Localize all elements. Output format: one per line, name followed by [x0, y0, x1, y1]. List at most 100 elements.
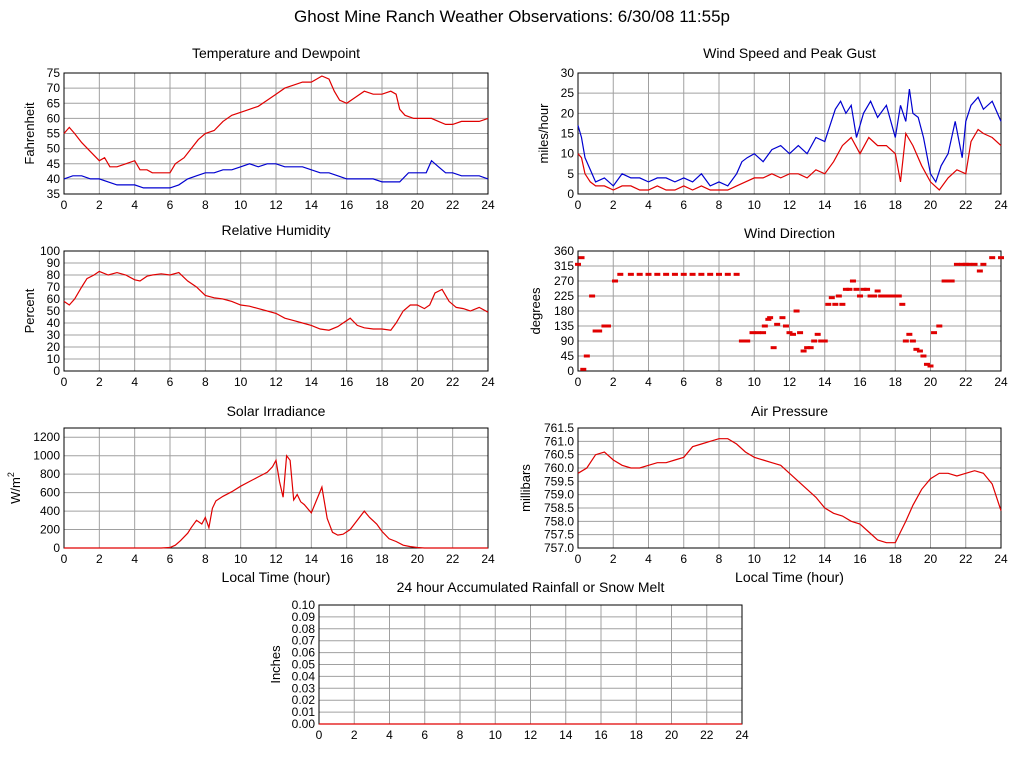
data-point [589, 294, 596, 298]
x-tick-label: 16 [340, 375, 354, 389]
chart-title: Air Pressure [751, 403, 828, 419]
x-tick-label: 10 [234, 375, 248, 389]
x-tick-label: 18 [375, 552, 389, 566]
x-tick-label: 18 [889, 552, 903, 566]
data-point [807, 346, 814, 350]
data-point [738, 339, 745, 343]
y-tick-label: 30 [561, 66, 575, 80]
y-tick-label: 360 [554, 244, 574, 258]
plot-frame [63, 250, 489, 372]
data-point [767, 316, 774, 320]
data-point [578, 256, 585, 260]
data-point [754, 331, 761, 335]
data-point [821, 339, 828, 343]
y-tick-label: 1200 [33, 430, 60, 444]
x-tick-label: 22 [446, 198, 460, 212]
y-tick-label: 180 [554, 304, 574, 318]
x-tick-label: 4 [386, 728, 393, 742]
data-point [654, 272, 661, 276]
x-tick-label: 0 [575, 375, 582, 389]
data-point [906, 332, 913, 336]
y-tick-label: 0.08 [292, 622, 316, 636]
series-line-0 [64, 454, 488, 549]
data-point [774, 322, 781, 326]
x-tick-label: 20 [665, 728, 679, 742]
y-tick-label: 758.5 [544, 501, 574, 515]
data-point [899, 302, 906, 306]
x-tick-label: 22 [959, 198, 973, 212]
x-tick-label: 14 [818, 198, 832, 212]
chart-humidity: Relative Humidity01020304050607080901000… [22, 222, 495, 389]
y-tick-label: 75 [47, 66, 61, 80]
y-tick-label: 0.02 [292, 693, 316, 707]
y-tick-label: 400 [40, 504, 60, 518]
y-tick-label: 758.0 [544, 514, 574, 528]
series-line-1 [577, 128, 1002, 191]
y-axis-label: Fahrenheit [22, 102, 37, 165]
x-tick-label: 22 [446, 375, 460, 389]
data-point [689, 272, 696, 276]
plot-frame [577, 72, 1002, 195]
data-point [575, 262, 581, 266]
x-tick-label: 24 [481, 552, 495, 566]
x-tick-label: 2 [610, 375, 617, 389]
y-tick-label: 20 [561, 106, 575, 120]
series-line-0 [63, 270, 489, 331]
chart-title: Solar Irradiance [227, 403, 326, 419]
data-point [814, 332, 821, 336]
x-tick-label: 18 [375, 375, 389, 389]
data-point [617, 272, 624, 276]
y-tick-label: 90 [561, 334, 575, 348]
x-tick-label: 10 [234, 198, 248, 212]
data-point [871, 294, 878, 298]
data-point [881, 294, 888, 298]
x-tick-label: 22 [959, 375, 973, 389]
data-point [698, 272, 705, 276]
x-tick-label: 14 [818, 552, 832, 566]
x-tick-label: 14 [818, 375, 832, 389]
data-point [846, 287, 853, 291]
gridlines [577, 427, 1002, 549]
data-point [716, 272, 722, 276]
y-tick-label: 0 [53, 541, 60, 555]
y-tick-label: 761.5 [544, 421, 574, 435]
y-tick-label: 225 [554, 289, 574, 303]
x-tick-label: 12 [524, 728, 538, 742]
y-tick-label: 0.01 [292, 705, 316, 719]
y-axis-label: miles/hour [536, 103, 551, 164]
x-tick-label: 14 [305, 375, 319, 389]
data-point [680, 272, 687, 276]
x-tick-label: 10 [748, 375, 762, 389]
y-tick-label: 45 [561, 349, 575, 363]
x-tick-label: 12 [269, 198, 283, 212]
y-tick-label: 0.04 [292, 669, 316, 683]
y-tick-label: 761.0 [544, 434, 574, 448]
x-tick-label: 8 [202, 375, 209, 389]
y-tick-label: 10 [561, 147, 575, 161]
x-tick-label: 10 [489, 728, 503, 742]
data-point [953, 262, 960, 266]
data-point [878, 294, 885, 298]
data-point [948, 279, 955, 283]
x-tick-label: 2 [610, 198, 617, 212]
series-line-0 [577, 438, 1002, 544]
data-point [636, 272, 643, 276]
x-tick-label: 6 [167, 552, 174, 566]
data-point [989, 256, 996, 260]
data-point [853, 287, 860, 291]
y-tick-label: 45 [47, 157, 61, 171]
y-tick-label: 0.06 [292, 646, 316, 660]
data-point [782, 324, 789, 328]
x-tick-label: 24 [994, 375, 1008, 389]
x-tick-label: 10 [748, 198, 762, 212]
y-tick-label: 600 [40, 486, 60, 500]
x-axis-label: Local Time (hour) [735, 569, 844, 585]
data-point [860, 287, 867, 291]
y-tick-label: 70 [47, 81, 61, 95]
chart-title: Wind Speed and Peak Gust [703, 45, 876, 61]
x-tick-label: 0 [61, 552, 68, 566]
y-tick-label: 55 [47, 127, 61, 141]
data-point [612, 279, 619, 283]
